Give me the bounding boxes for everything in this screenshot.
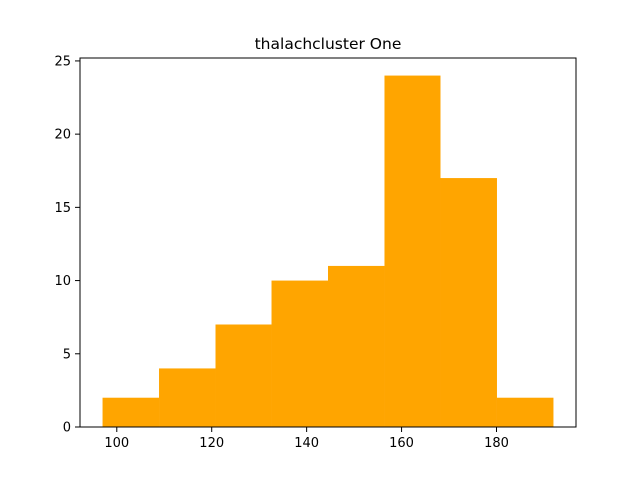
y-tick-label: 10 xyxy=(54,274,71,289)
axes-group: 100 120 140 160 180 0 5 10 15 20 25 xyxy=(54,54,577,451)
x-tick-label: 120 xyxy=(199,436,224,451)
x-tick-label: 140 xyxy=(294,436,319,451)
bars-group xyxy=(102,75,554,428)
histogram-bar-4 xyxy=(271,280,328,427)
y-tick-label: 0 xyxy=(63,421,71,436)
x-tick-label: 180 xyxy=(484,436,509,451)
histogram-bar-6 xyxy=(384,75,441,428)
histogram-bar-1 xyxy=(102,397,160,427)
histogram-bar-7 xyxy=(440,178,497,427)
histogram-bar-2 xyxy=(159,368,216,427)
y-tick-label: 15 xyxy=(54,201,71,216)
histogram-bar-5 xyxy=(328,265,385,427)
y-tick-label: 5 xyxy=(63,347,71,362)
plot-frame xyxy=(79,57,577,428)
x-tick-label: 160 xyxy=(389,436,414,451)
histogram-bar-3 xyxy=(215,324,272,427)
y-tick-label: 25 xyxy=(54,54,71,69)
histogram-bar-8 xyxy=(496,397,554,427)
x-tick-label: 100 xyxy=(104,436,129,451)
chart-title: thalachcluster One xyxy=(255,35,402,53)
y-tick-label: 20 xyxy=(54,128,71,143)
